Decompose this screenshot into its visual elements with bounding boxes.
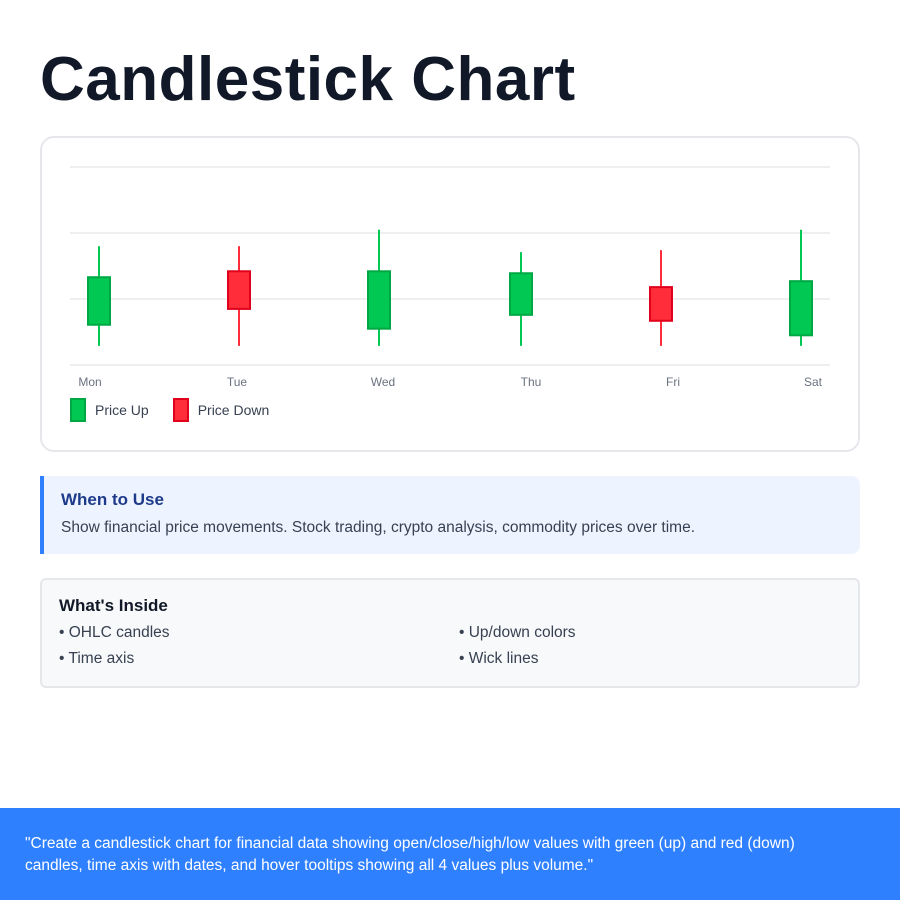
whats-inside-card: What's Inside • OHLC candles • Up/down c… — [40, 578, 860, 688]
down-swatch-icon — [172, 398, 189, 422]
page-title: Candlestick Chart — [40, 45, 576, 114]
x-axis-label: Wed — [371, 375, 395, 389]
feature-item: • Time axis — [59, 650, 135, 667]
x-axis-label: Thu — [521, 375, 542, 389]
feature-item: • OHLC candles — [59, 624, 170, 641]
chart-card: Mon Tue Wed Thu Fri Sat Price Up Price Down — [40, 136, 860, 452]
whats-inside-heading: What's Inside — [59, 596, 168, 615]
candle-tue[interactable] — [227, 270, 251, 310]
candle-fri[interactable] — [649, 286, 673, 322]
candle-wed[interactable] — [367, 270, 391, 330]
candle-thu[interactable] — [509, 272, 533, 316]
x-axis-label: Sat — [804, 375, 823, 389]
when-to-use-heading: When to Use — [61, 490, 164, 509]
legend-item-price-down[interactable]: Price Down — [172, 398, 270, 422]
candle-mon[interactable] — [87, 276, 111, 326]
candle-sat[interactable] — [789, 280, 813, 337]
feature-item: • Up/down colors — [459, 624, 576, 641]
legend-label: Price Down — [197, 402, 270, 418]
legend-label: Price Up — [95, 402, 149, 418]
when-to-use-text: Show financial price movements. Stock tr… — [61, 519, 696, 536]
legend-item-price-up[interactable]: Price Up — [70, 398, 149, 422]
prompt-footer: "Create a candlestick chart for financia… — [0, 808, 900, 900]
x-axis-label: Fri — [666, 375, 680, 389]
when-to-use-card: When to Use Show financial price movemen… — [40, 476, 860, 554]
x-axis-label: Tue — [227, 375, 248, 389]
feature-item: • Wick lines — [459, 650, 539, 667]
candlestick-chart: Mon Tue Wed Thu Fri Sat — [70, 166, 830, 389]
up-swatch-icon — [70, 398, 86, 422]
chart-legend: Price Up Price Down — [70, 398, 293, 422]
x-axis-label: Mon — [78, 375, 101, 389]
